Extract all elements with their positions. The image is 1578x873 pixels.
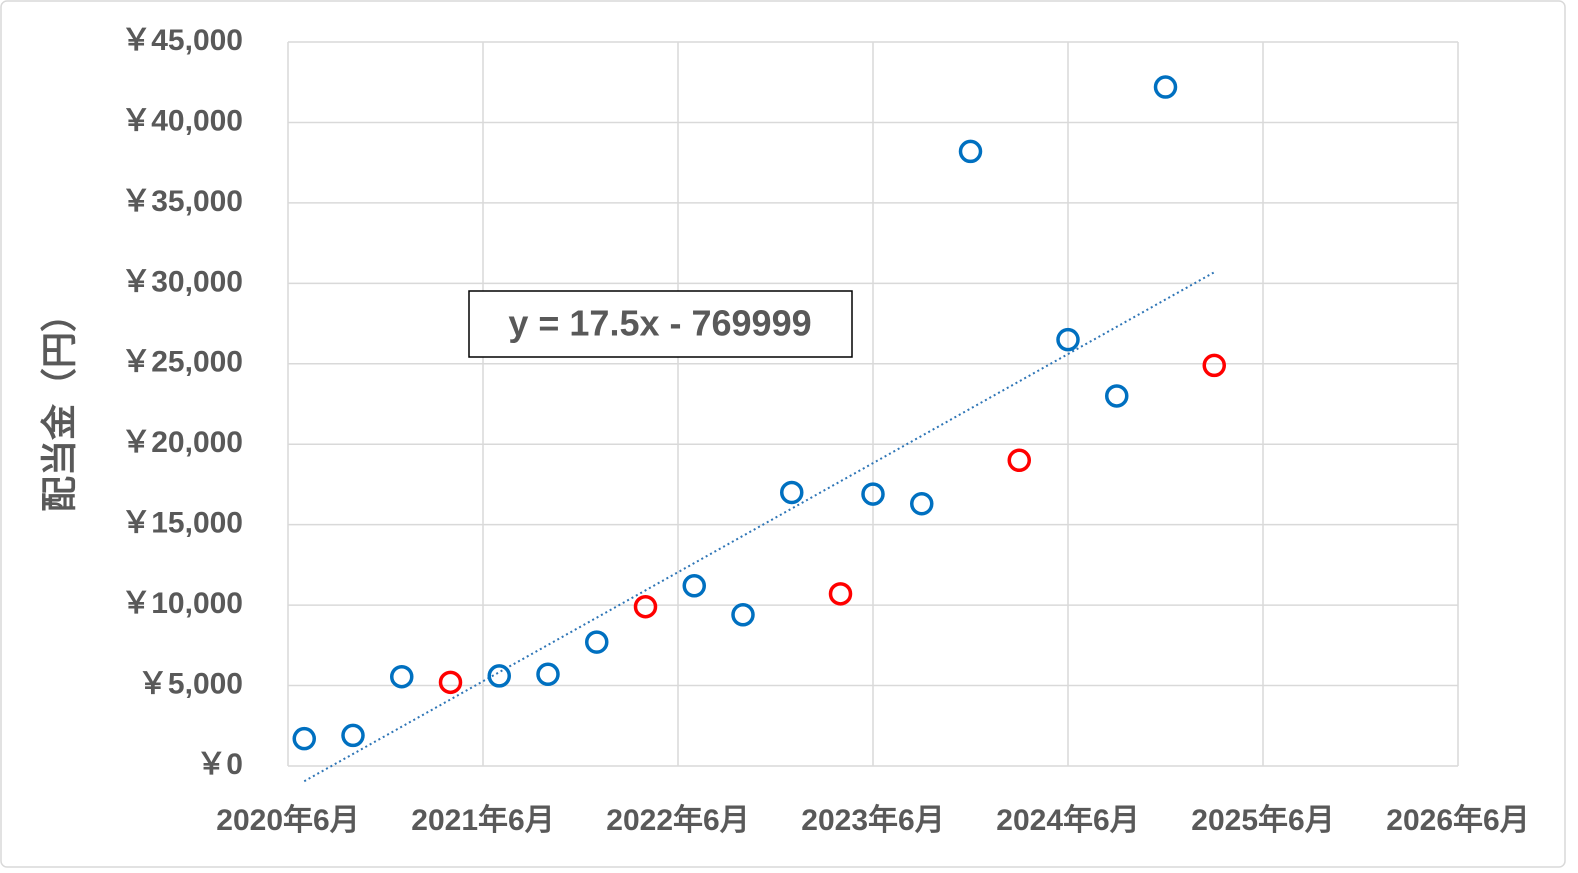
y-tick-label: ￥45,000 [121, 24, 243, 57]
y-tick-label: ￥0 [196, 748, 243, 781]
data-point [828, 582, 853, 606]
y-tick-label: ￥5,000 [138, 667, 243, 700]
marks [292, 75, 1226, 783]
x-tick-label: 2022年6月 [606, 804, 749, 837]
annotation-box [468, 290, 853, 358]
data-point [341, 723, 365, 748]
data-point [682, 574, 706, 598]
grid: ￥0 ￥5,000 ￥10,000 ￥15,000 ￥20,000 ￥25,000 ￥30,… [121, 24, 1529, 837]
data-point [585, 630, 609, 654]
data-point [1056, 327, 1080, 352]
y-tick-label: ￥25,000 [121, 346, 243, 379]
x-tick-label: 2025年6月 [1191, 804, 1334, 837]
y-tick-label: ￥40,000 [121, 104, 243, 137]
data-point [1105, 384, 1129, 408]
y-tick-label: ￥10,000 [121, 587, 243, 620]
data-point [487, 664, 511, 688]
data-point [390, 664, 414, 689]
x-tick-label: 2024年6月 [996, 804, 1139, 837]
trendline [303, 271, 1215, 783]
data-point [958, 139, 983, 164]
trendline-equation: y = 17.5x - 769999 [508, 303, 811, 344]
x-tick-label: 2026年6月 [1386, 804, 1529, 837]
x-tick-label: 2020年6月 [216, 804, 359, 837]
data-point [536, 662, 560, 687]
data-point [1007, 448, 1031, 473]
data-point [438, 670, 463, 695]
data-point [292, 726, 316, 751]
data-point [910, 492, 934, 516]
data-point [1153, 75, 1178, 99]
y-tick-label: ￥15,000 [121, 507, 243, 540]
y-tick-label: ￥30,000 [121, 265, 243, 298]
data-point [1202, 353, 1226, 378]
x-tick-label: 2023年6月 [801, 804, 944, 837]
data-point [861, 482, 885, 506]
y-axis-title: 配当金（円） [39, 296, 80, 512]
y-tick-label: ￥35,000 [121, 185, 243, 218]
y-tick-label: ￥20,000 [121, 426, 243, 459]
data-point [731, 603, 755, 627]
data-point [633, 594, 658, 619]
x-tick-label: 2021年6月 [411, 804, 554, 837]
data-point [780, 480, 804, 505]
